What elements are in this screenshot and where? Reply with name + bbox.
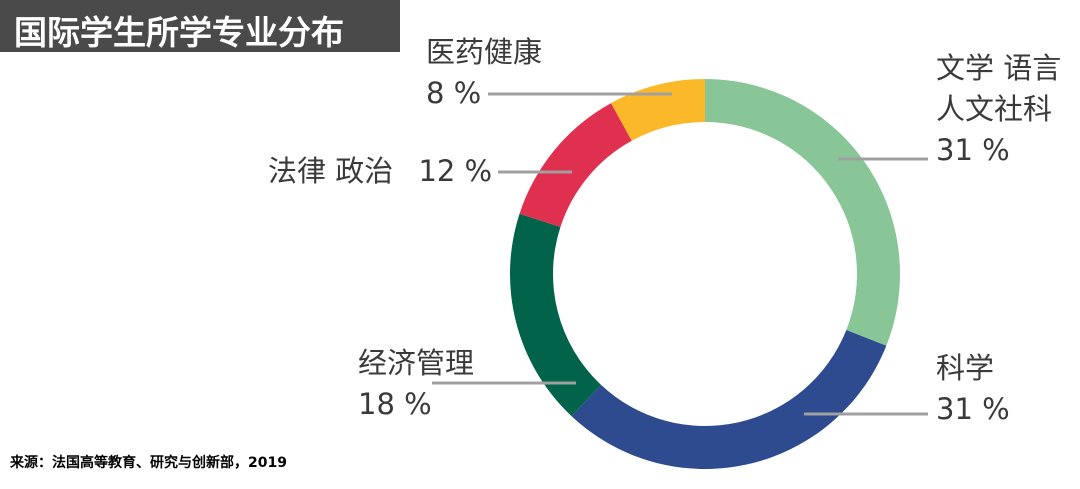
label-law: 法律 政治 12 % (268, 151, 492, 192)
label-law-value: 12 % (418, 154, 493, 188)
label-economics: 经济管理 18 % (358, 343, 474, 425)
label-medicine-value: 8 % (426, 76, 482, 110)
label-economics-name: 经济管理 (358, 346, 475, 380)
label-humanities-value: 31 % (936, 133, 1010, 167)
slice-science (571, 329, 887, 470)
label-humanities: 文学 语言 人文社科 31 % (936, 48, 1061, 171)
label-science-value: 31 % (936, 392, 1010, 426)
source-note: 来源：法国高等教育、研究与创新部，2019 (10, 455, 287, 471)
slice-law (519, 103, 632, 228)
label-economics-value: 18 % (358, 387, 432, 421)
title-banner: 国际学生所学专业分布 (0, 0, 400, 52)
label-medicine: 医药健康 8 % (426, 32, 542, 114)
label-law-name: 法律 政治 (268, 154, 394, 188)
label-science: 科学 31 % (936, 348, 1010, 430)
label-humanities-line2: 人文社科 (936, 92, 1053, 126)
slice-humanities (705, 79, 900, 346)
label-medicine-name: 医药健康 (426, 35, 543, 69)
label-humanities-line1: 文学 语言 (936, 51, 1062, 85)
chart-title: 国际学生所学专业分布 (14, 13, 344, 52)
label-science-name: 科学 (936, 351, 995, 385)
slice-economics (510, 213, 601, 417)
